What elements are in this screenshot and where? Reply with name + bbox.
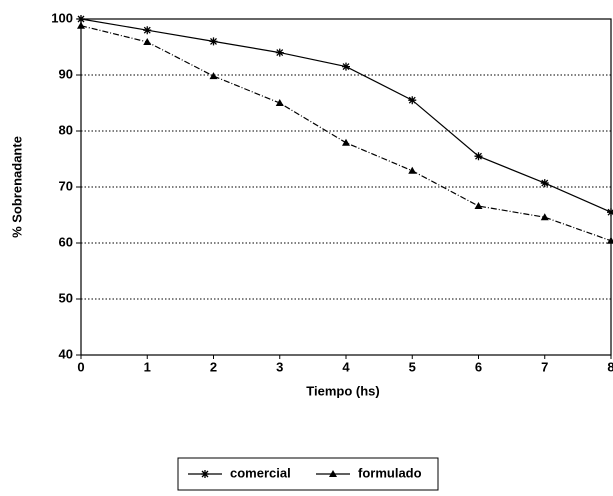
marker [275,48,284,57]
marker [540,213,549,221]
legend-label: comercial [230,465,291,480]
marker [607,236,613,244]
y-tick-label: 80 [59,122,73,137]
marker [607,208,613,217]
marker [77,15,85,23]
marker [209,72,218,80]
x-tick-label: 1 [144,359,151,374]
y-tick-label: 50 [59,290,73,305]
y-tick-label: 90 [59,66,73,81]
marker [143,26,152,35]
marker [77,21,85,29]
plot-frame [80,18,612,356]
x-axis-label: Tiempo (hs) [306,383,379,398]
marker [540,179,549,188]
marker [329,470,337,477]
marker [342,62,350,71]
y-tick-label: 60 [59,234,73,249]
marker [408,166,417,174]
series-line [80,25,612,242]
x-tick-label: 6 [475,359,482,374]
marker [408,96,417,105]
x-tick-label: 3 [276,359,283,374]
series-line [80,18,612,213]
x-tick-label: 4 [342,359,350,374]
x-tick-label: 7 [541,359,548,374]
y-axis-label: % Sobrenadante [9,136,24,238]
y-tick-label: 70 [59,178,73,193]
x-tick-label: 8 [607,359,613,374]
marker [474,152,483,161]
y-tick-label: 100 [51,10,73,25]
y-tick-label: 40 [59,346,73,361]
marker [342,138,350,146]
marker [474,202,483,210]
marker [143,37,152,45]
marker [209,37,218,46]
legend-box [177,457,439,491]
marker [275,99,284,106]
x-tick-label: 5 [409,359,416,374]
legend-label: formulado [358,465,422,480]
x-tick-label: 2 [210,359,217,374]
x-tick-label: 0 [77,359,84,374]
marker [201,470,209,478]
